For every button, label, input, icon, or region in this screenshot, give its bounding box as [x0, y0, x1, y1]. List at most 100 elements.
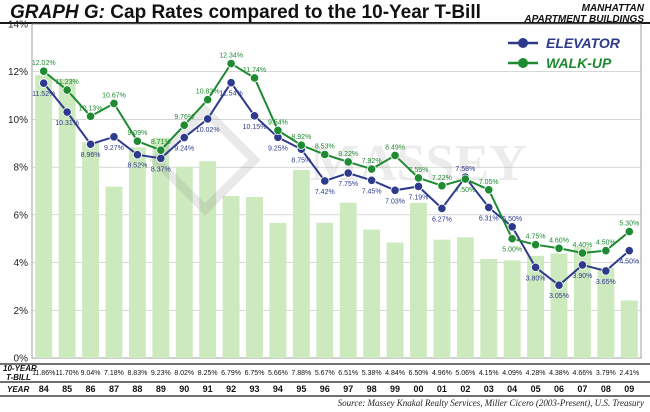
tbill-value-label: 4.15% [479, 370, 499, 377]
data-label-elevator: 11.54% [219, 91, 242, 98]
data-label-elevator: 9.25% [268, 145, 288, 152]
data-label-walkup: 11.74% [243, 67, 266, 74]
data-label-elevator: 8.37% [151, 166, 171, 173]
marker-walkup [62, 85, 72, 95]
y-tick-label: 12% [8, 67, 28, 78]
marker-walkup [296, 140, 306, 150]
data-label-elevator: 7.19% [409, 194, 429, 201]
marker-walkup [577, 248, 588, 258]
data-label-elevator: 3.05% [549, 293, 569, 300]
year-label: 08 [601, 384, 611, 394]
data-label-elevator: 4.50% [619, 259, 639, 266]
tbill-bar [199, 161, 217, 358]
data-label-walkup: 8.92% [291, 134, 311, 141]
marker-walkup [132, 136, 143, 146]
data-label-walkup: 7.55% [409, 167, 429, 174]
year-label: 94 [273, 384, 283, 394]
tbill-value-label: 3.79% [596, 370, 616, 377]
tbill-row-header-line2: T-BILL [6, 373, 31, 382]
marker-elevator [437, 203, 447, 214]
y-tick-label: 0% [14, 354, 29, 365]
tbill-bar [58, 78, 76, 358]
tbill-value-label: 7.18% [104, 370, 124, 377]
tbill-value-label: 4.38% [549, 370, 569, 377]
marker-elevator [179, 132, 189, 143]
y-axis-ticks: 0% 2% 4% 6% 8% 10% 12% 14% [8, 20, 28, 365]
marker-walkup [554, 243, 564, 253]
legend: ELEVATOR WALK-UP [508, 35, 621, 71]
tbill-bar [316, 222, 334, 358]
year-label: 04 [507, 384, 517, 394]
data-label-elevator: 7.45% [362, 188, 382, 195]
tbill-value-label: 6.75% [245, 370, 265, 377]
tbill-value-label: 7.88% [291, 370, 311, 377]
graph-label: GRAPH G: [10, 2, 105, 23]
year-label: 91 [203, 384, 213, 394]
marker-elevator [132, 150, 143, 160]
tbill-bar [222, 196, 240, 358]
tbill-bar [363, 229, 381, 358]
marker-walkup [320, 149, 330, 160]
marker-walkup [367, 164, 377, 174]
data-label-walkup: 12.34% [219, 53, 243, 60]
tbill-value-label: 8.25% [198, 370, 218, 377]
data-label-elevator: 10.15% [243, 124, 267, 131]
marker-walkup [343, 157, 353, 167]
data-label-elevator: 3.65% [596, 279, 616, 286]
data-label-walkup: 11.23% [56, 79, 79, 86]
marker-walkup [179, 120, 189, 130]
marker-elevator [530, 262, 541, 272]
data-label-walkup: 7.92% [362, 158, 382, 165]
data-label-walkup: 12.02% [32, 60, 56, 67]
data-label-walkup: 4.40% [573, 242, 593, 249]
tbill-value-label: 4.28% [526, 370, 546, 377]
tbill-bar [503, 260, 521, 358]
y-tick-label: 4% [14, 258, 29, 269]
marker-elevator [367, 175, 377, 185]
year-row-header: YEAR [7, 385, 29, 394]
tbill-bar [246, 196, 263, 358]
year-label: 86 [86, 384, 96, 394]
year-label: 98 [367, 384, 377, 394]
data-label-walkup: 8.22% [338, 151, 358, 158]
data-label-elevator: 6.27% [432, 216, 452, 223]
tbill-value-label: 6.51% [338, 370, 358, 377]
tbill-bar [269, 222, 287, 358]
marker-elevator [554, 280, 564, 290]
year-label: 01 [437, 384, 447, 394]
tbill-bar [292, 170, 310, 358]
tbill-bar [480, 258, 498, 358]
year-label: 97 [343, 384, 353, 394]
marker-walkup [390, 150, 400, 161]
tbill-bars [35, 75, 638, 358]
tbill-bar [410, 202, 427, 358]
year-label: 09 [624, 384, 634, 394]
data-label-walkup: 7.05% [479, 179, 499, 186]
data-label-elevator: 7.03% [385, 198, 405, 205]
marker-elevator [226, 78, 236, 88]
year-label: 87 [109, 384, 119, 394]
tbill-bar [456, 237, 474, 358]
year-row: 84 85 86 87 88 89 90 91 92 93 94 95 96 97 98 99 00 01 02 03… [39, 384, 635, 394]
year-label: 00 [413, 384, 423, 394]
tbill-bar [152, 137, 170, 358]
year-label: 92 [226, 384, 236, 394]
marker-elevator [109, 132, 119, 142]
marker-elevator [156, 153, 166, 163]
marker-elevator [484, 202, 494, 213]
tbill-bar [339, 202, 357, 358]
marker-walkup [507, 234, 517, 244]
legend-marker-elevator [518, 38, 528, 48]
year-label: 07 [577, 384, 587, 394]
marker-elevator [390, 185, 400, 195]
data-label-elevator: 10.31% [55, 120, 79, 127]
y-tick-label: 8% [14, 163, 29, 174]
marker-elevator [577, 260, 588, 270]
series-lines [39, 59, 634, 290]
year-label: 06 [554, 384, 564, 394]
marker-walkup [249, 73, 260, 83]
marker-walkup [437, 181, 447, 191]
y-tick-label: 10% [8, 115, 28, 126]
legend-label-walkup: WALK-UP [546, 55, 612, 71]
marker-elevator [320, 176, 330, 186]
